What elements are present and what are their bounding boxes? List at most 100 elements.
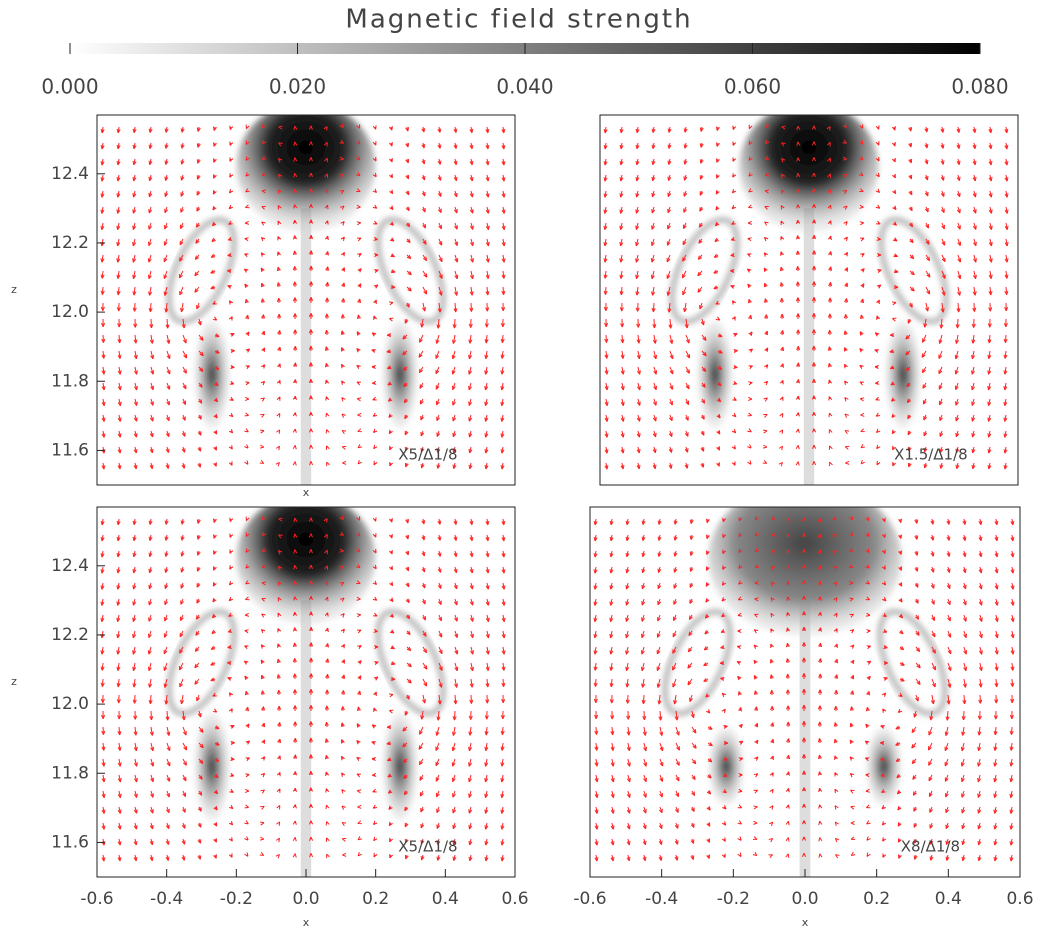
arrow-head xyxy=(389,126,392,130)
arrow-head xyxy=(277,772,280,776)
arrow-head xyxy=(326,789,329,793)
arrow-head xyxy=(389,142,392,146)
arrow-head xyxy=(260,806,264,809)
arrow-head xyxy=(845,430,849,433)
arrow-head xyxy=(748,221,752,224)
arrow-head xyxy=(374,445,377,449)
arrow-head xyxy=(860,222,864,225)
annotation: X8/Δ1/8 xyxy=(901,838,960,856)
arrow-head xyxy=(244,254,248,257)
arrow-head xyxy=(389,694,393,697)
arrow-head xyxy=(850,630,854,634)
arrow-head xyxy=(770,756,773,760)
arrow-head xyxy=(214,446,217,450)
arrow-head xyxy=(733,141,736,145)
arrow-head xyxy=(754,630,758,633)
y-tick-label: 11.6 xyxy=(51,832,89,852)
arrow-head xyxy=(835,822,838,826)
y-tick-label: 11.6 xyxy=(51,440,89,460)
y-tick-label: 12.0 xyxy=(51,302,89,322)
x-axis-label: x xyxy=(802,916,809,929)
arrow-head xyxy=(229,445,232,449)
arrow-head xyxy=(261,237,265,241)
colorbar-tick-label: 0.080 xyxy=(951,75,1008,99)
arrow-head xyxy=(835,855,839,858)
arrow-head xyxy=(851,822,855,825)
arrow-head xyxy=(716,462,719,466)
arrow-head xyxy=(845,381,848,385)
colorbar-tick-label: 0.040 xyxy=(496,75,553,99)
x-tick-label: 0.4 xyxy=(935,889,962,909)
arrow-head xyxy=(845,461,849,464)
arrow-head xyxy=(390,854,393,858)
arrow-head xyxy=(229,837,232,841)
arrow-head xyxy=(850,790,854,793)
x-tick-label: 0.2 xyxy=(362,889,389,909)
arrow-head xyxy=(357,382,361,385)
arrow-head xyxy=(260,430,264,433)
arrow-head xyxy=(883,853,886,857)
arrow-head xyxy=(245,597,249,600)
arrow-head xyxy=(722,693,726,697)
field xyxy=(604,102,1008,485)
arrow-head xyxy=(277,364,280,368)
arrow-head xyxy=(357,398,361,401)
arrow-head xyxy=(830,462,833,466)
arrow-head xyxy=(861,413,865,416)
arrow-head xyxy=(341,629,344,633)
arrow-head xyxy=(374,270,378,273)
arrow-head xyxy=(277,756,280,760)
arrow-head xyxy=(717,174,720,178)
arrow-head xyxy=(357,774,361,777)
arrow-head xyxy=(844,237,847,241)
arrow-head xyxy=(230,157,233,161)
x-axis-label: x xyxy=(303,916,310,929)
x-tick-label: -0.6 xyxy=(80,889,113,909)
y-axis-label: z xyxy=(11,283,17,296)
arrow-head xyxy=(374,461,377,465)
arrow-head xyxy=(876,429,880,433)
lobe xyxy=(708,726,744,806)
arrow-head xyxy=(276,838,279,842)
arrow-head xyxy=(780,380,783,384)
arrow-head xyxy=(213,854,216,858)
arrow-head xyxy=(716,317,720,320)
arrow-head xyxy=(892,302,896,305)
arrow-head xyxy=(214,838,217,842)
arrow-head xyxy=(747,254,751,257)
arrow-head xyxy=(244,429,248,432)
arrow-head xyxy=(342,790,346,794)
arrow-head xyxy=(245,852,248,856)
arrow-head xyxy=(358,852,362,856)
colorbar-tick-label: 0.000 xyxy=(41,75,98,99)
arrow-head xyxy=(230,549,233,553)
arrow-head xyxy=(357,222,361,225)
arrow-head xyxy=(867,836,871,840)
arrow-head xyxy=(372,742,376,745)
colorbar-tick-label: 0.060 xyxy=(724,75,781,99)
arrow-head xyxy=(875,350,879,353)
arrow-head xyxy=(261,398,265,401)
arrow-head xyxy=(883,709,886,713)
arrow-head xyxy=(229,581,233,585)
arrow-head xyxy=(764,381,768,385)
arrow-head xyxy=(717,158,720,162)
arrow-head xyxy=(277,789,280,793)
arrow-head xyxy=(845,268,848,272)
arrow-head xyxy=(276,446,279,450)
arrow-head xyxy=(829,446,832,450)
panel: -0.6-0.4-0.20.00.20.40.6xX8/Δ1/8 xyxy=(573,481,1033,929)
arrow-head xyxy=(765,222,769,225)
arrow-head xyxy=(737,646,741,649)
arrow-head xyxy=(293,854,296,858)
arrow-head xyxy=(229,821,233,825)
arrow-head xyxy=(763,460,767,463)
arrow-head xyxy=(374,837,377,841)
arrow-head xyxy=(358,460,362,464)
arm xyxy=(365,602,457,723)
arrow-head xyxy=(389,550,392,554)
arrow-head xyxy=(877,316,880,320)
arrow-head xyxy=(845,398,849,402)
arrow-head xyxy=(260,445,264,448)
arrow-head xyxy=(860,238,864,241)
